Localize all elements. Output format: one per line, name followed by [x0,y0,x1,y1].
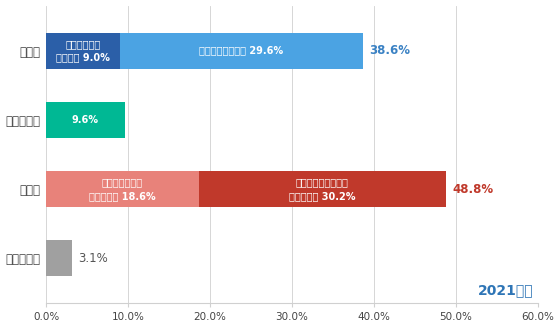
Text: 3.1%: 3.1% [78,252,108,265]
Bar [46,32,120,69]
Text: 48.8%: 48.8% [452,183,494,195]
Bar [46,102,125,138]
Text: 38.6%: 38.6% [369,44,410,57]
Bar [199,171,446,207]
Text: ずいぶん平和
になった 9.0%: ずいぶん平和 になった 9.0% [56,39,110,62]
Bar [46,240,72,277]
Text: 2021年度: 2021年度 [478,283,533,297]
Bar [46,171,199,207]
Text: 昔の方が、少し
平和だった 18.6%: 昔の方が、少し 平和だった 18.6% [89,177,156,201]
Text: 9.6%: 9.6% [72,115,99,125]
Bar [120,32,362,69]
Text: 少し平和になった 29.6%: 少し平和になった 29.6% [199,46,283,55]
Text: 昔の方が、ずいぶん
平和だった 30.2%: 昔の方が、ずいぶん 平和だった 30.2% [289,177,356,201]
